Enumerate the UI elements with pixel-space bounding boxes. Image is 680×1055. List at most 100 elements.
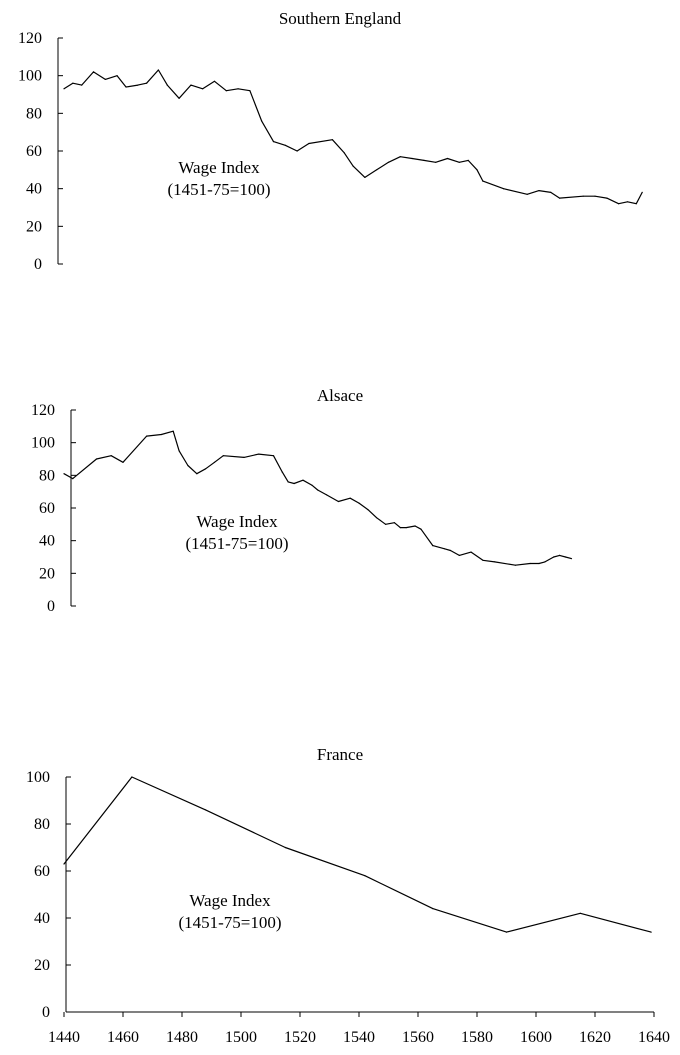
data-point bbox=[449, 549, 452, 552]
y-tick-label: 0 bbox=[34, 256, 42, 273]
data-point bbox=[503, 188, 505, 190]
data-point bbox=[172, 430, 174, 432]
data-point bbox=[311, 484, 313, 486]
y-tick-label: 0 bbox=[47, 598, 55, 615]
data-point bbox=[146, 82, 148, 84]
data-point bbox=[559, 554, 561, 557]
y-tick-label: 20 bbox=[26, 218, 42, 235]
data-point bbox=[376, 169, 378, 171]
y-tick-label: 60 bbox=[34, 863, 50, 880]
data-point bbox=[582, 195, 584, 197]
data-point bbox=[529, 562, 531, 565]
data-point bbox=[122, 461, 124, 463]
data-point bbox=[166, 84, 168, 86]
y-tick-label: 40 bbox=[39, 533, 55, 550]
data-point bbox=[331, 139, 333, 141]
data-point bbox=[458, 554, 460, 557]
data-point bbox=[72, 82, 74, 84]
data-point bbox=[446, 157, 449, 160]
data-point bbox=[116, 75, 118, 77]
data-point bbox=[444, 548, 446, 550]
annotation-alsace-0: Wage Index bbox=[196, 512, 278, 531]
data-point bbox=[205, 809, 207, 811]
annotation-alsace-1: (1451-75=100) bbox=[185, 534, 288, 553]
data-point bbox=[284, 144, 286, 146]
data-point bbox=[405, 527, 407, 529]
data-point bbox=[635, 203, 637, 205]
y-tick-label: 100 bbox=[31, 435, 55, 452]
data-point bbox=[376, 517, 378, 519]
data-point bbox=[281, 471, 283, 473]
y-tick-label: 100 bbox=[26, 769, 50, 786]
data-point bbox=[104, 78, 106, 80]
x-tick-label: 1480 bbox=[166, 1029, 198, 1046]
data-point bbox=[423, 159, 425, 161]
data-point bbox=[364, 176, 366, 178]
y-tick-label: 80 bbox=[34, 816, 50, 833]
data-point bbox=[146, 435, 148, 437]
data-point bbox=[526, 193, 528, 195]
x-tick-label: 1640 bbox=[638, 1029, 670, 1046]
y-tick-label: 20 bbox=[39, 565, 55, 582]
data-point bbox=[606, 197, 608, 199]
data-point bbox=[178, 450, 180, 452]
chart-title-alsace: Alsace bbox=[317, 386, 363, 405]
x-tick-label: 1540 bbox=[343, 1029, 375, 1046]
data-point bbox=[343, 152, 345, 154]
y-tick-label: 120 bbox=[31, 402, 55, 419]
data-point bbox=[243, 456, 245, 458]
data-point bbox=[358, 502, 360, 504]
chart-title-southern-england: Southern England bbox=[279, 9, 402, 28]
data-point bbox=[564, 556, 567, 558]
chart-title-france: France bbox=[317, 745, 363, 764]
data-point bbox=[414, 525, 416, 527]
data-point bbox=[213, 461, 216, 463]
y-tick-label: 0 bbox=[42, 1004, 50, 1021]
data-point bbox=[284, 846, 286, 849]
x-tick-label: 1500 bbox=[225, 1029, 257, 1046]
data-point bbox=[550, 191, 552, 193]
data-point bbox=[420, 528, 422, 530]
data-point bbox=[293, 482, 295, 485]
data-point bbox=[435, 161, 437, 163]
data-point bbox=[63, 88, 65, 90]
data-point bbox=[190, 84, 192, 86]
data-point bbox=[272, 455, 275, 457]
data-point bbox=[626, 201, 629, 203]
x-tick-label: 1440 bbox=[48, 1029, 80, 1046]
data-point bbox=[337, 500, 339, 503]
data-point bbox=[505, 931, 508, 933]
data-point bbox=[110, 455, 112, 457]
data-point bbox=[352, 165, 354, 167]
data-point bbox=[399, 527, 401, 529]
data-point bbox=[387, 161, 390, 163]
x-tick-label: 1620 bbox=[579, 1029, 611, 1046]
data-point bbox=[559, 197, 561, 199]
data-point bbox=[594, 195, 596, 197]
data-point bbox=[272, 141, 275, 143]
data-point bbox=[385, 523, 387, 525]
y-tick-label: 40 bbox=[26, 181, 42, 198]
y-tick-label: 80 bbox=[26, 105, 42, 122]
y-tick-label: 40 bbox=[34, 910, 50, 927]
y-tick-label: 60 bbox=[26, 143, 42, 160]
data-point bbox=[178, 97, 180, 99]
data-point bbox=[494, 561, 496, 563]
data-point bbox=[261, 120, 263, 122]
data-point bbox=[326, 494, 328, 496]
data-point bbox=[514, 564, 517, 566]
x-tick-label: 1560 bbox=[402, 1029, 434, 1046]
y-tick-label: 120 bbox=[18, 30, 42, 47]
data-point bbox=[92, 71, 95, 73]
data-point bbox=[618, 203, 620, 205]
data-point bbox=[553, 556, 555, 558]
data-point bbox=[213, 80, 216, 82]
series-line-alsace bbox=[63, 430, 572, 566]
data-point bbox=[476, 169, 478, 171]
data-point bbox=[302, 479, 304, 481]
data-point bbox=[125, 86, 127, 88]
annotation-southern-england-1: (1451-75=100) bbox=[167, 180, 270, 199]
data-point bbox=[287, 481, 289, 483]
data-point bbox=[411, 157, 413, 160]
y-tick-label: 60 bbox=[39, 500, 55, 517]
